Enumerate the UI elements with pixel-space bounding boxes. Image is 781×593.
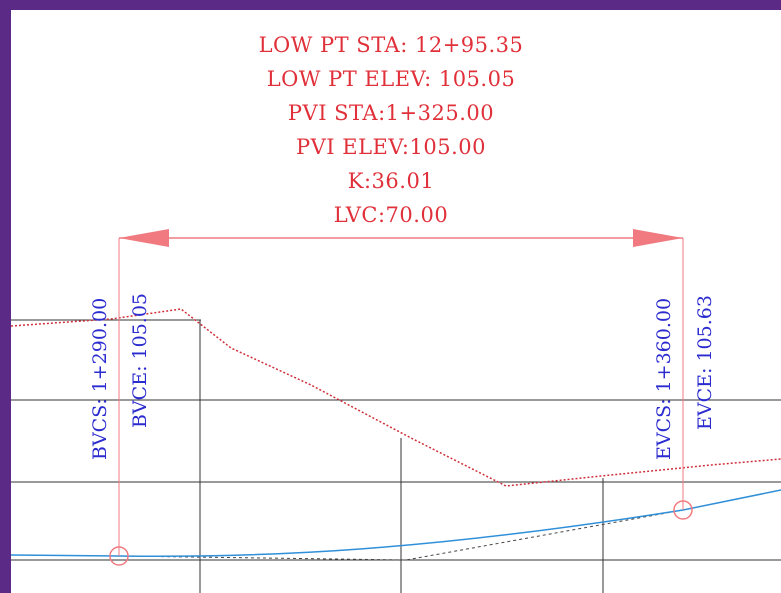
bvc-elevation-label: BVCE: 105.05 [129,292,151,428]
pvi-station: PVI STA:1+325.00 [287,101,495,125]
evc-station-label: EVCS: 1+360.00 [653,297,675,460]
bvc-station-label: BVCS: 1+290.00 [89,297,111,460]
low-point-elevation: LOW PT ELEV: 105.05 [266,67,516,91]
k-value: K:36.01 [347,169,435,193]
vertical-curve-annotation: LOW PT STA: 12+95.35 LOW PT ELEV: 105.05… [181,28,601,232]
profile-drawing [11,229,781,593]
grid [11,319,781,593]
tangent-line [118,509,684,561]
bvc-marker-icon[interactable] [109,546,129,566]
evc-elevation-label: EVCE: 105.63 [694,295,716,430]
curve-length: LVC:70.00 [333,203,449,227]
profile-view-canvas[interactable]: LOW PT STA: 12+95.35 LOW PT ELEV: 105.05… [11,10,781,593]
dimension-arrow-left-icon [119,229,169,247]
dimension-arrow-right-icon [633,229,683,247]
proposed-profile-curve [11,489,781,558]
existing-ground-line [11,308,781,487]
evc-marker-icon[interactable] [673,500,693,520]
low-point-station: LOW PT STA: 12+95.35 [258,33,524,57]
pvi-elevation: PVI ELEV:105.00 [296,135,486,159]
